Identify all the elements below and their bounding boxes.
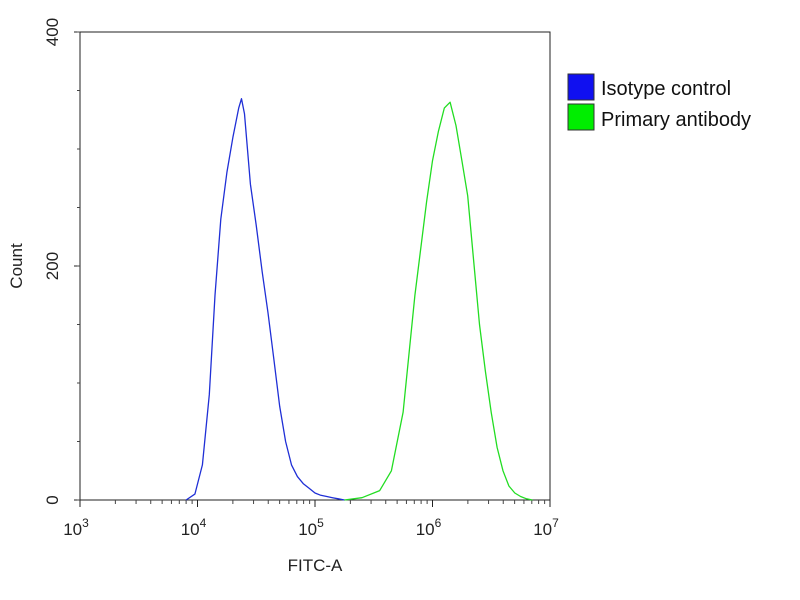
series-line-primary-antibody <box>344 101 533 501</box>
x-tick-label: 105 <box>298 516 324 539</box>
legend-label-isotype-control: Isotype control <box>601 78 731 100</box>
legend-label-primary-antibody: Primary antibody <box>601 109 751 131</box>
y-axis: 0 200 400 <box>43 18 80 505</box>
plot-area-frame <box>79 31 551 501</box>
x-tick-label: 104 <box>181 516 207 539</box>
legend: Isotype control Primary antibody <box>567 73 751 131</box>
series-layer <box>185 98 533 501</box>
series-line-isotype-control <box>185 98 345 501</box>
x-axis: 103 104 105 106 107 <box>63 500 559 539</box>
x-tick-label: 107 <box>533 516 559 539</box>
y-tick-label: 400 <box>43 18 62 46</box>
y-axis-label: Count <box>7 243 26 289</box>
x-tick-label: 106 <box>416 516 442 539</box>
x-axis-minor-ticks <box>114 500 546 504</box>
legend-item-primary-antibody: Primary antibody <box>567 103 751 131</box>
x-tick-label: 103 <box>63 516 89 539</box>
y-tick-label: 0 <box>43 495 62 504</box>
legend-swatch-isotype-control <box>567 73 595 101</box>
x-axis-label: FITC-A <box>288 556 343 575</box>
legend-swatch-primary-antibody <box>567 103 595 131</box>
legend-item-isotype-control: Isotype control <box>567 73 731 101</box>
y-tick-label: 200 <box>43 252 62 280</box>
